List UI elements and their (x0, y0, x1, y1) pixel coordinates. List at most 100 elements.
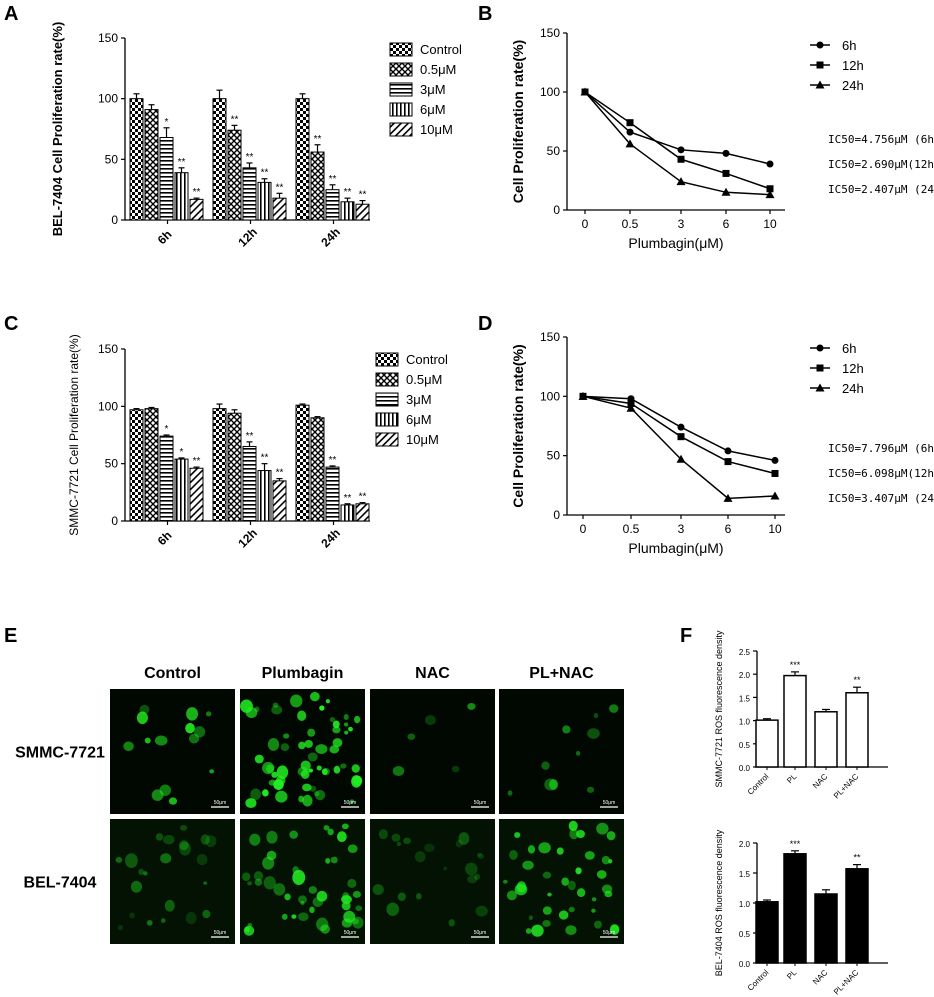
y-axis-title: BEL-7404 Cell Proliferation rate(%) (50, 22, 65, 237)
x-tick-label: PL (785, 968, 799, 982)
data-point (626, 119, 634, 127)
data-point (766, 185, 774, 193)
data-point (771, 469, 779, 477)
bar (144, 408, 159, 522)
significance-mark: * (165, 117, 169, 128)
data-point (816, 61, 824, 69)
legend-swatch (375, 372, 399, 387)
fluorescent-cell (329, 745, 340, 754)
fluorescent-cell (474, 873, 480, 880)
bar (310, 417, 325, 522)
legend-swatch (389, 122, 413, 137)
legend-label: 12h (842, 361, 864, 376)
fluorescent-cell (528, 915, 533, 921)
legend-label: 6μM (420, 102, 446, 117)
fluorescent-cell (586, 786, 595, 793)
data-point (627, 399, 635, 407)
fluorescent-cell (593, 712, 599, 719)
fluorescent-cell (247, 922, 253, 927)
data-point (816, 344, 824, 352)
data-point (677, 146, 685, 154)
bar-chart-bel7404-proliferation: 0 50 100 150 BEL-7404 Cell Proliferation rat… (50, 22, 462, 250)
fluorescent-cell (606, 831, 616, 841)
fluorescent-cell (558, 910, 569, 920)
panel-label-c: C (4, 313, 18, 335)
legend-label: 0.5μM (406, 372, 442, 387)
line-chart-bel7404-proliferation: 0 50 100 150 Cell Proliferation rate(%) 0 0.5 3… (510, 26, 934, 251)
y-tick-label: 50 (105, 457, 119, 471)
fluorescent-cell (575, 867, 582, 875)
significance-mark: ** (853, 853, 861, 863)
legend-swatch (375, 392, 399, 407)
legend-label: 24h (842, 381, 864, 396)
panel-label-e: E (4, 625, 17, 647)
y-axis-title: BEL-7404 ROS fluorescence density (714, 829, 724, 976)
fluorescent-cell (467, 875, 478, 884)
y-axis-title: SMMC-7721 ROS fluorescence density (714, 630, 724, 788)
fluorescent-cell (514, 832, 521, 838)
fluorescent-cell (522, 860, 534, 870)
fluorescent-cell (155, 833, 164, 841)
y-tick-label: 50 (547, 449, 561, 463)
fluorescent-cell (332, 726, 341, 734)
fluorescent-cell (340, 763, 347, 769)
fluorescent-cell (310, 691, 320, 702)
significance-mark: ** (178, 157, 186, 168)
fluorescent-cell (280, 743, 290, 752)
x-axis-title: Plumbagin(μM) (628, 540, 723, 556)
fluorescent-cell (547, 892, 552, 897)
scale-bar-label: 50μm (474, 930, 487, 936)
y-tick-label: 2.0 (739, 671, 751, 680)
fluorescent-cell (262, 761, 275, 775)
fluorescent-cell (300, 900, 305, 905)
data-point (722, 169, 730, 177)
fluorescent-cell (319, 705, 325, 711)
fluorescent-cell (333, 765, 341, 774)
bar (189, 198, 204, 221)
fluorescent-cell (610, 924, 620, 935)
legend-label: 6h (842, 341, 856, 356)
fluorescent-cell (254, 878, 263, 886)
legend-swatch (389, 42, 413, 57)
fluorescent-cell (188, 733, 200, 744)
data-point (724, 447, 732, 455)
x-tick-label: 3 (678, 217, 685, 231)
fluorescent-cell (263, 876, 276, 890)
fluorescent-cell (163, 834, 175, 845)
data-point (816, 41, 824, 49)
bar (212, 98, 227, 221)
panel-label-b: B (478, 3, 492, 25)
significance-mark: ** (853, 675, 861, 685)
fluorescent-cell (179, 841, 192, 856)
y-tick-label: 0 (111, 213, 118, 227)
fluorescent-cell (575, 750, 581, 756)
bar (814, 711, 838, 768)
y-tick-label: 150 (540, 26, 560, 40)
x-tick-label: PL+NAC (832, 968, 861, 997)
fluorescent-cell (448, 919, 455, 927)
fluorescent-cell (327, 828, 334, 836)
fluorescent-cell (273, 779, 284, 790)
fluorescent-cell (125, 853, 138, 869)
scale-bar-label: 50μm (344, 930, 357, 936)
fluorescent-cell (249, 833, 261, 846)
micrograph-panel (240, 689, 365, 814)
fluorescent-cell (396, 842, 402, 847)
significance-mark: ** (193, 456, 201, 467)
fluorescent-cell (344, 730, 349, 735)
y-tick-label: 150 (540, 330, 560, 344)
fluorescent-cell (347, 844, 358, 853)
bar (355, 503, 370, 522)
fluorescent-cell (601, 855, 610, 865)
fluorescent-cell (159, 784, 171, 796)
fluorescent-cell (309, 785, 317, 792)
ic50-annotation: IC50=2.690μM(12h) (828, 158, 934, 171)
x-tick-label: 6h (155, 528, 175, 548)
fluorescent-cell (332, 738, 343, 748)
legend-swatch (389, 82, 413, 97)
y-axis-title: Cell Proliferation rate(%) (510, 40, 526, 203)
x-tick-label: 24h (318, 225, 343, 250)
fluorescent-cell (160, 853, 172, 864)
fluorescent-cell (267, 737, 280, 751)
